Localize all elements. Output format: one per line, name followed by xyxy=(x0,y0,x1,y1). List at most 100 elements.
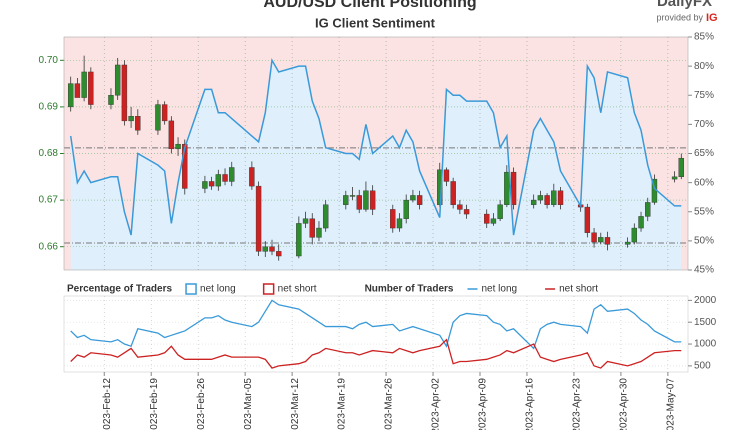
y2-tick-label: 60% xyxy=(694,177,714,188)
candle-body xyxy=(450,181,456,205)
candle-body xyxy=(410,195,416,201)
candle-body xyxy=(537,195,544,201)
candle-body xyxy=(624,241,631,245)
legend-label: net long xyxy=(200,284,236,295)
candle-body xyxy=(229,167,235,182)
candle-body xyxy=(551,190,557,205)
candle-body xyxy=(202,181,208,189)
candle-body xyxy=(249,167,255,187)
y-tick-label: 500 xyxy=(694,361,711,372)
candle-body xyxy=(114,64,121,96)
plot-frame xyxy=(63,36,689,271)
candle-body xyxy=(544,195,550,205)
x-tick-label: 2023-Mar-05 xyxy=(243,378,254,430)
candle-body xyxy=(74,83,81,98)
y-tick-label: 0.68 xyxy=(39,148,59,159)
candle-body xyxy=(222,174,228,182)
y-tick-label: 0.66 xyxy=(39,241,59,252)
x-tick-label: 2023-Feb-26 xyxy=(196,378,207,430)
y-tick-label: 0.69 xyxy=(39,102,59,113)
traders-line xyxy=(70,299,682,350)
x-tick-label: 2023-Apr-23 xyxy=(572,378,583,430)
provided-by: provided by xyxy=(656,12,703,22)
candle-body xyxy=(68,83,74,108)
x-tick-label: 2023-Mar-19 xyxy=(337,378,348,430)
brand-mark: IG xyxy=(706,12,718,24)
y2-tick-label: 45% xyxy=(694,265,714,276)
x-tick-label: 2023-Mar-26 xyxy=(384,378,395,430)
candle-body xyxy=(269,246,275,252)
x-tick-label: 2023-Apr-30 xyxy=(619,378,630,430)
candle-body xyxy=(349,195,356,197)
candle-body xyxy=(302,218,309,224)
candle-body xyxy=(276,251,282,257)
candle-body xyxy=(416,195,423,205)
legend-label: net long xyxy=(481,284,517,295)
y-tick-label: 0.67 xyxy=(39,195,59,206)
candle-body xyxy=(504,171,510,205)
x-tick-label: 2023-May-07 xyxy=(666,378,677,430)
candle-body xyxy=(584,206,591,233)
candle-body xyxy=(316,227,322,238)
candle-body xyxy=(678,157,684,178)
y2-tick-label: 70% xyxy=(694,119,714,130)
candle-body xyxy=(490,218,497,224)
candle-body xyxy=(403,199,409,219)
candle-body xyxy=(322,204,329,229)
y-tick-label: 1000 xyxy=(694,339,717,350)
candle-body xyxy=(530,199,537,205)
candle-body xyxy=(363,190,369,210)
y2-tick-label: 75% xyxy=(694,90,714,101)
candle-body xyxy=(88,71,94,105)
y2-tick-label: 65% xyxy=(694,148,714,159)
y2-tick-label: 50% xyxy=(694,236,714,247)
x-tick-label: 2023-Mar-12 xyxy=(290,378,301,430)
candle-body xyxy=(309,218,315,238)
candle-body xyxy=(168,120,175,150)
y-tick-label: 0.70 xyxy=(39,55,59,66)
legend-swatch xyxy=(262,283,275,295)
traders-line xyxy=(70,338,682,369)
candle-body xyxy=(497,204,503,219)
x-tick-label: 2023-Apr-02 xyxy=(431,378,442,430)
candle-body xyxy=(396,218,403,229)
candle-body xyxy=(356,195,362,210)
candle-body xyxy=(671,176,678,180)
candle-body xyxy=(645,202,651,217)
y2-tick-label: 85% xyxy=(694,32,714,43)
candle-body xyxy=(390,209,396,229)
candle-body xyxy=(631,227,638,243)
legend-label: net short xyxy=(559,284,598,295)
candle-body xyxy=(296,223,302,257)
candle-body xyxy=(255,185,262,252)
candle-body xyxy=(128,116,134,122)
candle-body xyxy=(557,190,564,205)
candle-body xyxy=(175,143,181,150)
candle-body xyxy=(604,237,611,245)
candle-body xyxy=(443,169,450,182)
candle-body xyxy=(457,204,463,210)
candle-body xyxy=(598,237,604,243)
y2-tick-label: 80% xyxy=(694,61,714,72)
y2-tick-label: 55% xyxy=(694,206,714,217)
candle-body xyxy=(591,232,597,243)
x-tick-label: 2023-Feb-12 xyxy=(102,378,113,430)
candle-body xyxy=(155,104,161,131)
brand: DailyFX xyxy=(657,0,712,10)
candle-body xyxy=(343,195,349,205)
candle-body xyxy=(135,116,141,131)
candle-body xyxy=(81,71,87,98)
y-tick-label: 2000 xyxy=(694,295,717,306)
candle-body xyxy=(161,104,168,122)
candle-body xyxy=(262,246,268,252)
legend-title: Number of Traders xyxy=(365,284,454,295)
candle-body xyxy=(463,209,470,215)
candle-body xyxy=(369,190,376,210)
x-tick-label: 2023-Apr-16 xyxy=(525,378,536,430)
plot-background xyxy=(63,295,689,373)
legend-swatch xyxy=(185,283,197,295)
candle-body xyxy=(484,213,490,224)
candle-body xyxy=(121,64,128,122)
candle-body xyxy=(638,216,644,229)
